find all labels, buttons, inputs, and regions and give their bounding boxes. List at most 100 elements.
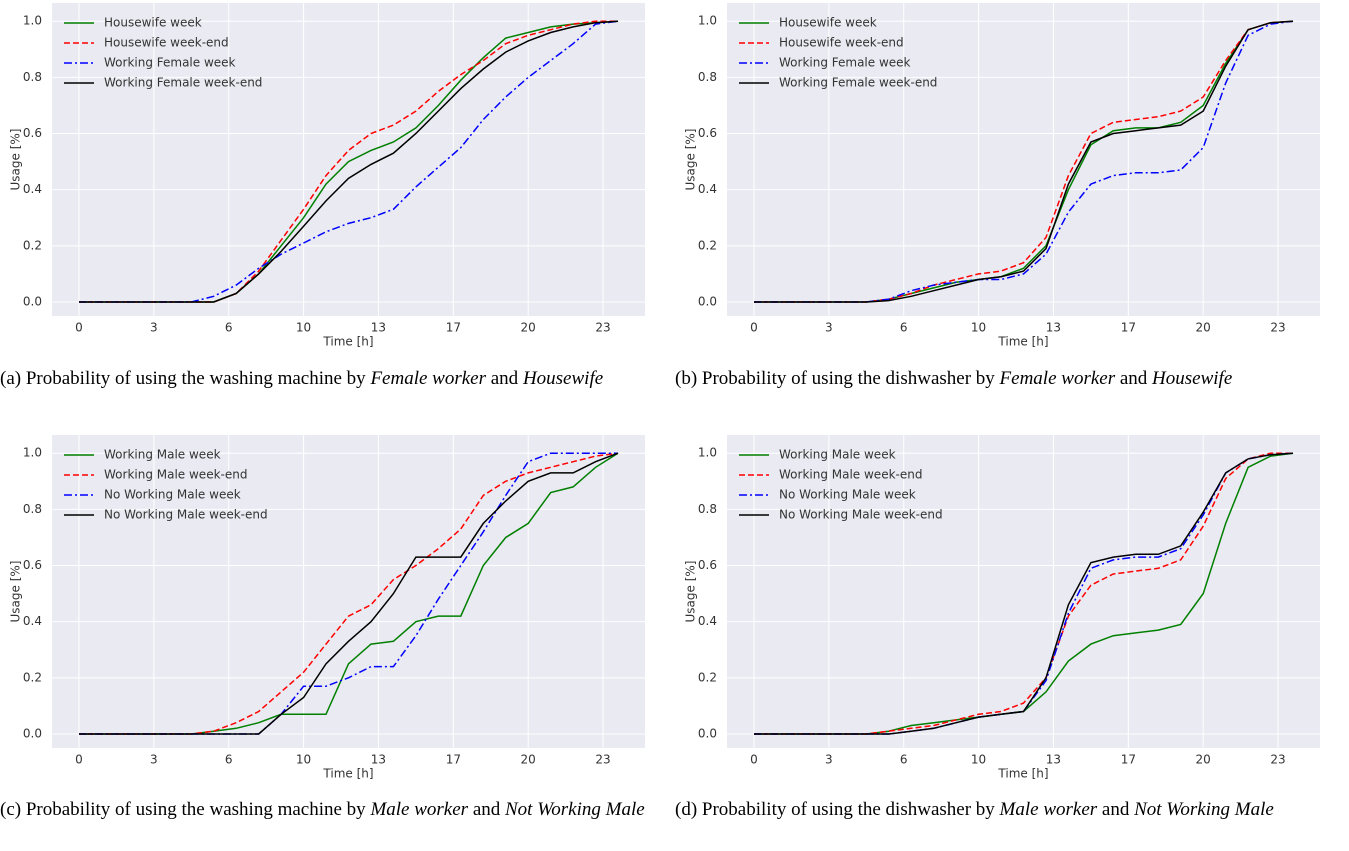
y-axis-label: Usage [%]	[684, 129, 698, 191]
plot-background	[727, 3, 1320, 316]
x-tick-label: 0	[75, 321, 83, 335]
caption-text: Not Working Male	[1134, 799, 1274, 820]
y-tick-label: 0.2	[698, 670, 717, 684]
legend-label: Working Female week-end	[779, 76, 937, 90]
x-tick-label: 23	[595, 753, 610, 767]
y-tick-label: 0.0	[698, 294, 717, 308]
y-tick-label: 0.4	[698, 182, 717, 196]
x-tick-label: 3	[825, 321, 833, 335]
legend-label: No Working Male week-end	[104, 508, 268, 522]
y-axis-label: Usage [%]	[9, 129, 23, 191]
caption-text: Female worker	[370, 368, 486, 389]
legend: Housewife week Housewife week-end Working …	[64, 16, 262, 90]
caption: (c) Probability of using the washing mac…	[0, 798, 660, 821]
x-tick-label: 17	[1121, 321, 1136, 335]
y-axis-label: Usage [%]	[9, 561, 23, 623]
chart: 0.0 0.2 0.4 0.6 0.8 1.0 0 3 6 10 13 17 20 23 Time [h] U…	[684, 435, 1320, 781]
x-tick-label: 6	[225, 753, 233, 767]
caption-text: and	[1115, 368, 1153, 389]
caption-text: Male worker	[370, 799, 469, 820]
x-tick-label: 6	[900, 321, 908, 335]
x-axis-label: Time [h]	[322, 767, 373, 781]
data-line	[79, 452, 619, 735]
y-tick-label: 0.6	[23, 126, 42, 140]
caption-text: Not Working Male	[505, 799, 645, 820]
y-tick-label: 0.2	[698, 238, 717, 252]
y-tick-label: 0.6	[698, 126, 717, 140]
y-tick-label: 1.0	[23, 14, 42, 28]
x-tick-label: 0	[750, 321, 758, 335]
data-line	[79, 452, 619, 735]
y-tick-label: 0.2	[23, 670, 42, 684]
x-tick-label: 17	[1121, 753, 1136, 767]
caption-text: and	[1097, 799, 1135, 820]
caption-text: (b) Probability of using the dishwasher …	[675, 368, 1000, 389]
data-line	[79, 20, 619, 303]
x-tick-label: 23	[1270, 753, 1285, 767]
caption-text: Female worker	[999, 368, 1116, 389]
y-tick-label: 1.0	[23, 446, 42, 460]
caption-text: (a) Probability of using the washing mac…	[0, 368, 371, 389]
data-line	[754, 20, 1294, 303]
legend-label: Housewife week-end	[104, 36, 229, 50]
x-tick-label: 3	[150, 753, 158, 767]
x-tick-label: 6	[225, 321, 233, 335]
y-tick-label: 0.2	[23, 238, 42, 252]
legend-label: Working Male week-end	[779, 468, 922, 482]
legend-label: No Working Male week-end	[779, 508, 943, 522]
data-line	[754, 452, 1294, 735]
legend: Housewife week Housewife week-end Working …	[739, 16, 937, 90]
chart: 0.0 0.2 0.4 0.6 0.8 1.0 0 3 6 10 13 17 20 23 Time [h] U…	[9, 435, 645, 781]
x-tick-label: 13	[1046, 321, 1061, 335]
y-tick-label: 0.4	[698, 614, 717, 628]
legend-label: Working Male week-end	[104, 468, 247, 482]
y-tick-label: 0.8	[23, 70, 42, 84]
x-tick-label: 10	[296, 753, 311, 767]
legend-label: Housewife week-end	[779, 36, 904, 50]
x-tick-label: 20	[1196, 753, 1211, 767]
y-tick-label: 0.4	[23, 614, 42, 628]
caption: (a) Probability of using the washing mac…	[0, 367, 660, 390]
caption-text: and	[486, 368, 523, 389]
caption-text: Housewife	[522, 368, 604, 389]
caption-text: (d) Probability of using the dishwasher …	[675, 799, 1000, 820]
legend-label: Working Male week	[779, 448, 896, 462]
y-tick-label: 0.4	[23, 182, 42, 196]
legend-label: Housewife week	[104, 16, 202, 30]
x-axis-label: Time [h]	[322, 335, 373, 349]
caption: (b) Probability of using the dishwasher …	[675, 367, 1335, 390]
x-tick-label: 3	[825, 753, 833, 767]
x-tick-label: 6	[900, 753, 908, 767]
legend: Working Male week Working Male week-end No…	[64, 448, 268, 522]
legend-label: No Working Male week	[104, 488, 241, 502]
x-tick-label: 13	[371, 321, 386, 335]
x-tick-label: 20	[521, 321, 536, 335]
plot-background	[727, 435, 1320, 748]
x-axis-label: Time [h]	[997, 335, 1048, 349]
x-tick-label: 3	[150, 321, 158, 335]
data-line	[79, 20, 619, 303]
y-tick-label: 0.0	[698, 726, 717, 740]
caption-text: and	[468, 799, 505, 820]
x-tick-label: 10	[971, 321, 986, 335]
legend-label: Housewife week	[779, 16, 877, 30]
y-tick-label: 0.0	[23, 726, 42, 740]
x-axis-label: Time [h]	[997, 767, 1048, 781]
y-tick-label: 0.8	[698, 502, 717, 516]
legend-label: Working Female week-end	[104, 76, 262, 90]
caption-text: Male worker	[999, 799, 1098, 820]
caption: (d) Probability of using the dishwasher …	[675, 798, 1335, 821]
caption-text: (c) Probability of using the washing mac…	[0, 799, 371, 820]
legend-label: Working Female week	[779, 56, 911, 70]
data-line	[79, 452, 619, 735]
chart: 0.0 0.2 0.4 0.6 0.8 1.0 0 3 6 10 13 17 20 23 Time [h] U…	[9, 3, 645, 349]
legend-label: Working Male week	[104, 448, 221, 462]
x-tick-label: 17	[446, 753, 461, 767]
caption-text: Housewife	[1152, 368, 1233, 389]
y-tick-label: 1.0	[698, 446, 717, 460]
data-line	[754, 20, 1294, 303]
x-tick-label: 10	[971, 753, 986, 767]
x-tick-label: 20	[1196, 321, 1211, 335]
data-line	[754, 20, 1294, 303]
